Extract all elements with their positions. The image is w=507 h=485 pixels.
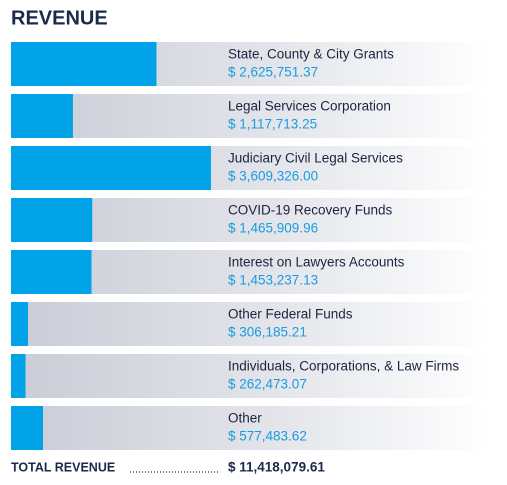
- bar: [11, 354, 26, 398]
- value-label: $ 3,609,326.00: [228, 169, 318, 184]
- value-label: $ 1,453,237.13: [228, 273, 318, 288]
- bar: [11, 42, 157, 86]
- bar-track: [11, 302, 493, 346]
- category-label: Individuals, Corporations, & Law Firms: [228, 359, 459, 374]
- total-value: $ 11,418,079.61: [228, 460, 325, 475]
- value-label: $ 577,483.62: [228, 429, 307, 444]
- bar-track: [11, 406, 493, 450]
- bar: [11, 250, 92, 294]
- value-label: $ 1,465,909.96: [228, 221, 318, 236]
- total-label: TOTAL REVENUE: [11, 460, 115, 474]
- category-label: Legal Services Corporation: [228, 99, 391, 114]
- bar: [11, 302, 28, 346]
- category-label: Other: [228, 411, 262, 426]
- bar: [11, 406, 43, 450]
- category-label: Other Federal Funds: [228, 307, 353, 322]
- chart-title: REVENUE: [11, 7, 108, 29]
- category-label: State, County & City Grants: [228, 47, 394, 62]
- bar: [11, 198, 93, 242]
- value-label: $ 262,473.07: [228, 377, 307, 392]
- category-label: COVID-19 Recovery Funds: [228, 203, 393, 218]
- category-label: Interest on Lawyers Accounts: [228, 255, 405, 270]
- bar-track: [11, 354, 493, 398]
- value-label: $ 2,625,751.37: [228, 65, 318, 80]
- category-label: Judiciary Civil Legal Services: [228, 151, 403, 166]
- value-label: $ 1,117,713.25: [228, 117, 317, 132]
- bar: [11, 94, 73, 138]
- bar: [11, 146, 211, 190]
- bar-track: [11, 94, 493, 138]
- value-label: $ 306,185.21: [228, 325, 307, 340]
